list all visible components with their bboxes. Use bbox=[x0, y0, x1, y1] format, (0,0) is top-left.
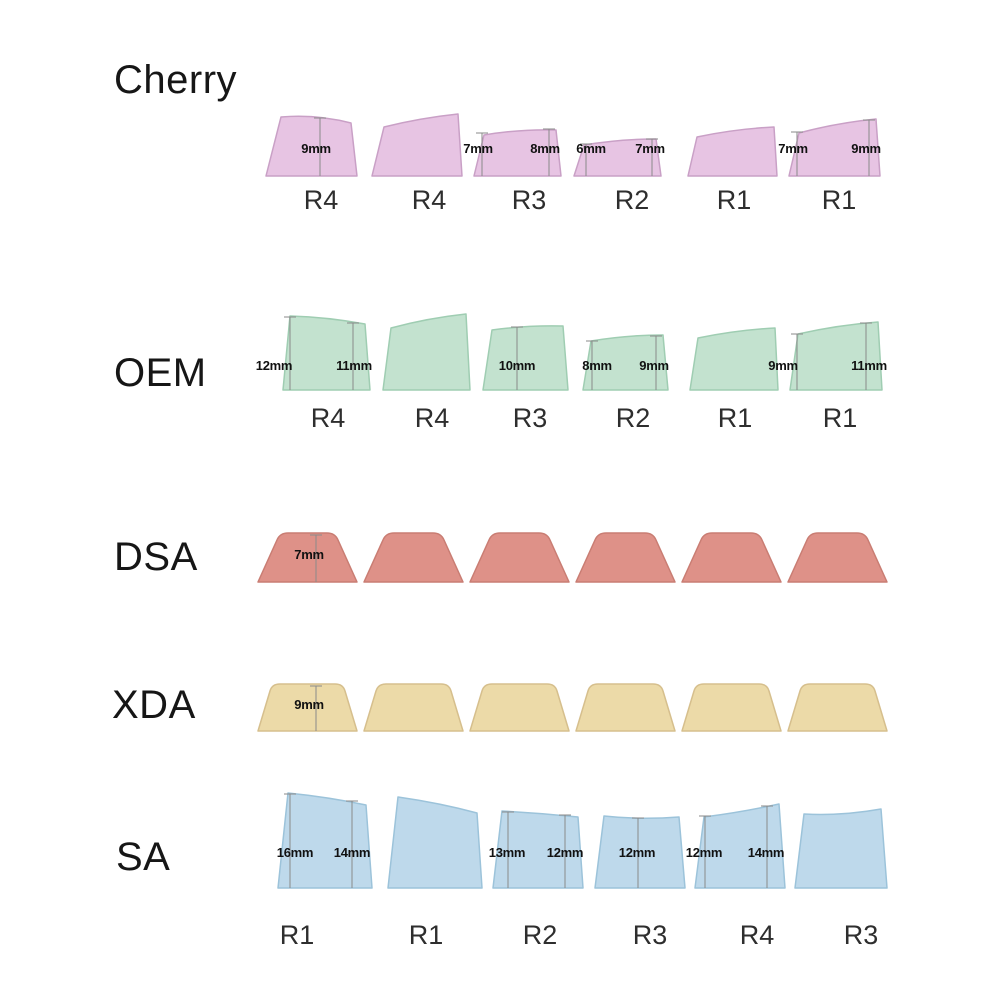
profile-label-dsa: DSA bbox=[114, 535, 198, 579]
row-label: R3 bbox=[843, 920, 879, 950]
row-label: R2 bbox=[522, 920, 558, 950]
height-label: 7mm bbox=[778, 141, 808, 156]
height-label: 8mm bbox=[582, 358, 612, 373]
row-label: R4 bbox=[739, 920, 775, 950]
row-label: R2 bbox=[614, 185, 650, 215]
height-label: 9mm bbox=[768, 358, 798, 373]
height-label: 12mm bbox=[546, 845, 584, 860]
row-label: R1 bbox=[821, 185, 857, 215]
height-label: 11mm bbox=[851, 358, 887, 373]
height-label: 7mm bbox=[294, 547, 324, 562]
oem-row-shapes bbox=[282, 313, 883, 391]
keycap-dsa-1 bbox=[257, 532, 358, 583]
sa-row-shapes bbox=[277, 792, 888, 889]
keycap-cherry-3 bbox=[473, 129, 562, 177]
keycap-dsa-2 bbox=[363, 532, 464, 583]
keycap-sa-6 bbox=[794, 808, 888, 889]
keycap-sa-3 bbox=[492, 810, 584, 889]
keycap-xda-6 bbox=[787, 683, 888, 732]
keycap-sa-4 bbox=[594, 815, 686, 889]
height-label: 16mm bbox=[276, 845, 314, 860]
height-label: 14mm bbox=[747, 845, 785, 860]
row-label: R1 bbox=[717, 403, 753, 433]
height-label: 13mm bbox=[488, 845, 526, 860]
profile-label-xda: XDA bbox=[112, 683, 196, 727]
row-label: R1 bbox=[716, 185, 752, 215]
keycap-xda-2 bbox=[363, 683, 464, 732]
keycap-sa-2 bbox=[387, 796, 483, 889]
keycap-xda-4 bbox=[575, 683, 676, 732]
height-label: 14mm bbox=[333, 845, 371, 860]
cherry-row-shapes bbox=[265, 113, 881, 177]
height-label: 12mm bbox=[685, 845, 723, 860]
keycap-sa-1 bbox=[277, 792, 373, 889]
keycap-sa-5 bbox=[694, 803, 786, 889]
row-label: R3 bbox=[512, 403, 548, 433]
keycap-xda-5 bbox=[681, 683, 782, 732]
keycap-oem-5 bbox=[689, 327, 779, 391]
profile-label-sa: SA bbox=[116, 835, 171, 879]
keycap-dsa-4 bbox=[575, 532, 676, 583]
height-label: 8mm bbox=[530, 141, 560, 156]
profile-label-cherry: Cherry bbox=[114, 58, 238, 102]
keycap-xda-1 bbox=[257, 683, 358, 732]
keycap-xda-3 bbox=[469, 683, 570, 732]
row-label: R4 bbox=[310, 403, 346, 433]
height-label: 9mm bbox=[851, 141, 881, 156]
row-label: R1 bbox=[822, 403, 858, 433]
row-label: R4 bbox=[414, 403, 450, 433]
row-label: R4 bbox=[411, 185, 447, 215]
row-label: R1 bbox=[408, 920, 444, 950]
row-label: R3 bbox=[511, 185, 547, 215]
row-label: R1 bbox=[279, 920, 315, 950]
profile-label-oem: OEM bbox=[114, 351, 207, 395]
measurement-lines-cherry bbox=[314, 117, 875, 176]
measurement-lines-xda bbox=[310, 685, 322, 731]
keycap-oem-3 bbox=[482, 325, 569, 391]
xda-row-shapes bbox=[257, 683, 888, 732]
height-label: 11mm bbox=[336, 358, 372, 373]
height-label: 9mm bbox=[294, 697, 324, 712]
keycap-cherry-1 bbox=[265, 115, 358, 177]
measurement-lines-sa bbox=[284, 793, 773, 888]
row-label: R2 bbox=[615, 403, 651, 433]
keycap-cherry-5 bbox=[687, 126, 778, 177]
height-label: 6mm bbox=[576, 141, 606, 156]
height-label: 7mm bbox=[635, 141, 665, 156]
row-label: R3 bbox=[632, 920, 668, 950]
keycap-oem-2 bbox=[382, 313, 471, 391]
keycap-dsa-3 bbox=[469, 532, 570, 583]
dsa-row-shapes bbox=[257, 532, 888, 583]
keycap-cherry-2 bbox=[371, 113, 463, 177]
keycap-oem-6 bbox=[789, 321, 883, 391]
height-label: 10mm bbox=[498, 358, 536, 373]
height-label: 9mm bbox=[301, 141, 331, 156]
height-label: 7mm bbox=[463, 141, 493, 156]
height-label: 12mm bbox=[618, 845, 656, 860]
keycap-dsa-5 bbox=[681, 532, 782, 583]
height-label: 12mm bbox=[255, 358, 293, 373]
measurement-lines-oem bbox=[284, 316, 872, 390]
keycap-dsa-6 bbox=[787, 532, 888, 583]
height-label: 9mm bbox=[639, 358, 669, 373]
row-label: R4 bbox=[303, 185, 339, 215]
keycap-oem-1 bbox=[282, 315, 371, 391]
measurement-lines-dsa bbox=[310, 534, 322, 582]
